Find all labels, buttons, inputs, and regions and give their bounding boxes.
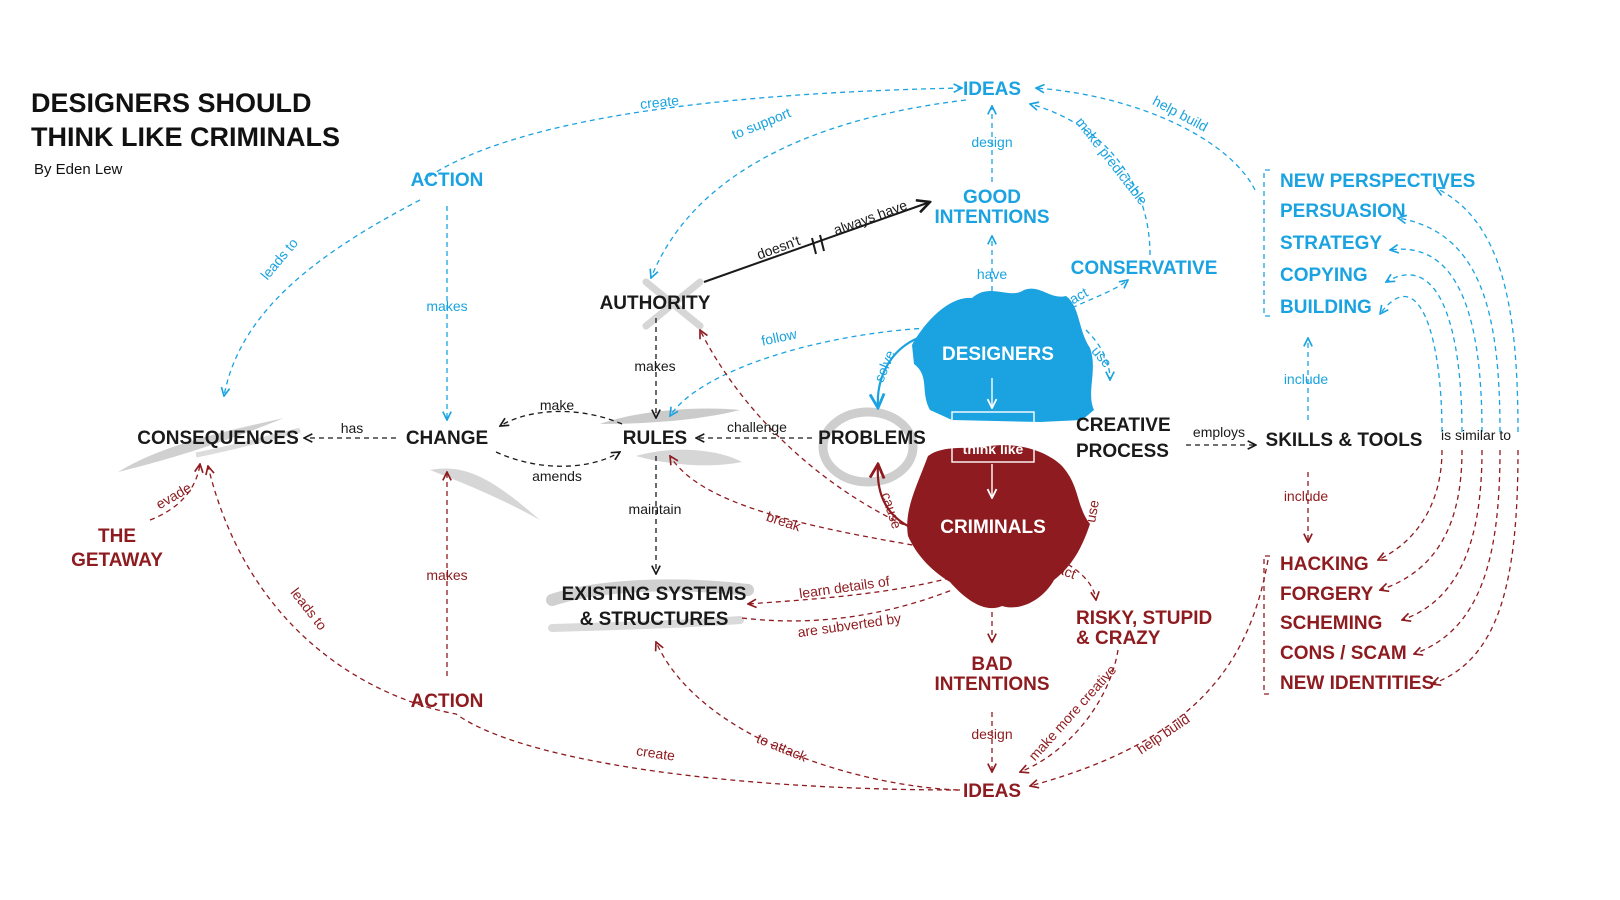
node-creative-process-line1: CREATIVE <box>1076 415 1171 436</box>
list-item: NEW PERSPECTIVES <box>1280 171 1475 192</box>
gray-brush-strokes <box>118 278 918 632</box>
edge-label-are-subverted-by: are subverted by <box>797 610 903 640</box>
node-ideas-bottom: IDEAS <box>963 781 1021 802</box>
edge-label-help-build-bottom: help build <box>1134 710 1193 757</box>
list-item: HACKING <box>1280 554 1369 575</box>
list-item: PERSUASION <box>1280 201 1406 222</box>
edge-label-to-attack: to attack <box>754 730 810 765</box>
node-action-bottom: ACTION <box>411 691 484 712</box>
edge-label-create-top: create <box>639 92 680 112</box>
edge-label-is-similar-to: is similar to <box>1441 427 1511 443</box>
criminal-tools-bracket <box>1263 555 1270 695</box>
edge-label-create-bottom: create <box>635 742 676 763</box>
node-action-top: ACTION <box>411 170 484 191</box>
list-item: FORGERY <box>1280 584 1374 605</box>
edge-label-design-top: design <box>971 134 1012 150</box>
edge-label-makes-bottom: makes <box>426 567 467 583</box>
node-bad-intentions-line1: BAD <box>971 654 1012 675</box>
doesnt-always-have-arrow <box>703 202 930 283</box>
edge-label-amends: amends <box>532 468 582 484</box>
edge-label-break: break <box>764 508 803 534</box>
node-good-intentions-line2: INTENTIONS <box>934 207 1049 228</box>
list-item: NEW IDENTITIES <box>1280 673 1434 694</box>
node-change: CHANGE <box>406 428 488 449</box>
node-ideas-top: IDEAS <box>963 79 1021 100</box>
list-item: BUILDING <box>1280 297 1372 318</box>
designer-tools-list: NEW PERSPECTIVES PERSUASION STRATEGY COP… <box>1280 171 1475 318</box>
edge-label-doesnt: doesn't <box>755 232 803 262</box>
neutral-edges <box>304 318 1256 574</box>
negation-bar-1 <box>811 237 817 255</box>
edge-label-cause: cause <box>878 490 905 531</box>
edge-label-employs: employs <box>1193 424 1245 440</box>
edge-label-leads-to-bottom: leads to <box>288 585 331 634</box>
negation-bar-2 <box>819 234 825 252</box>
node-criminals: CRIMINALS <box>940 517 1046 538</box>
criminal-edges <box>149 330 1519 791</box>
edge-label-evade: evade <box>153 479 194 512</box>
node-skills-tools: SKILLS & TOOLS <box>1266 430 1423 451</box>
edge-label-maintain: maintain <box>629 501 682 517</box>
should-think-like-box <box>951 411 1035 463</box>
edge-label-help-build-top: help build <box>1150 92 1210 134</box>
node-conservative: CONSERVATIVE <box>1071 258 1218 279</box>
edge-label-makes-mid: makes <box>634 358 675 374</box>
byline: By Eden Lew <box>34 161 123 178</box>
edge-label-has: has <box>341 420 364 436</box>
list-item: SCHEMING <box>1280 613 1382 634</box>
node-creative-process-line2: PROCESS <box>1076 441 1169 462</box>
edge-label-include-top: include <box>1284 371 1329 387</box>
node-bad-intentions-line2: INTENTIONS <box>934 674 1049 695</box>
solve-arrow <box>878 336 919 408</box>
node-good-intentions-line1: GOOD <box>963 187 1021 208</box>
node-risky-line2: & CRAZY <box>1076 628 1161 649</box>
list-item: CONS / SCAM <box>1280 643 1407 664</box>
edge-label-makes-top: makes <box>426 298 467 314</box>
edge-label-make: make <box>540 397 574 413</box>
cause-arrow <box>878 464 913 529</box>
edge-label-think-like: think like <box>963 441 1024 457</box>
edge-label-learn-details-of: learn details of <box>798 573 891 602</box>
edge-label-include-bottom: include <box>1284 488 1329 504</box>
edge-label-use-bottom: use <box>1082 498 1102 523</box>
list-item: COPYING <box>1280 265 1368 286</box>
node-existing-systems-line2: & STRUCTURES <box>580 609 729 630</box>
node-the-getaway-line1: THE <box>98 526 136 547</box>
edge-label-act-bottom: act <box>1055 561 1078 582</box>
list-item: STRATEGY <box>1280 233 1382 254</box>
node-rules: RULES <box>623 428 687 449</box>
node-the-getaway-line2: GETAWAY <box>71 550 163 571</box>
edge-label-have: have <box>977 266 1008 282</box>
node-existing-systems-line1: EXISTING SYSTEMS <box>562 584 747 605</box>
node-authority: AUTHORITY <box>600 293 711 314</box>
edge-label-to-support: to support <box>729 104 793 142</box>
edge-label-always-have: always have <box>831 197 909 238</box>
edge-label-design-bottom: design <box>971 726 1012 742</box>
title-line-1: DESIGNERS SHOULD <box>31 88 312 118</box>
node-designers: DESIGNERS <box>942 344 1054 365</box>
criminal-tools-list: HACKING FORGERY SCHEMING CONS / SCAM NEW… <box>1280 554 1434 694</box>
edge-label-solve: solve <box>871 348 898 384</box>
edge-label-leads-to-top: leads to <box>257 235 301 283</box>
title-line-2: THINK LIKE CRIMINALS <box>31 122 340 152</box>
designer-tools-bracket <box>1263 169 1270 317</box>
designer-edges <box>224 88 1519 433</box>
node-consequences: CONSEQUENCES <box>137 428 299 449</box>
node-problems: PROBLEMS <box>818 428 926 449</box>
edge-label-make-predictable: make predictable <box>1073 114 1151 208</box>
designers-blue-splash <box>912 288 1094 422</box>
edge-label-follow: follow <box>760 325 799 348</box>
node-risky-line1: RISKY, STUPID <box>1076 608 1212 629</box>
edge-label-should: should <box>970 419 1016 435</box>
edge-label-challenge: challenge <box>727 419 787 435</box>
criminals-red-splash <box>907 445 1090 609</box>
